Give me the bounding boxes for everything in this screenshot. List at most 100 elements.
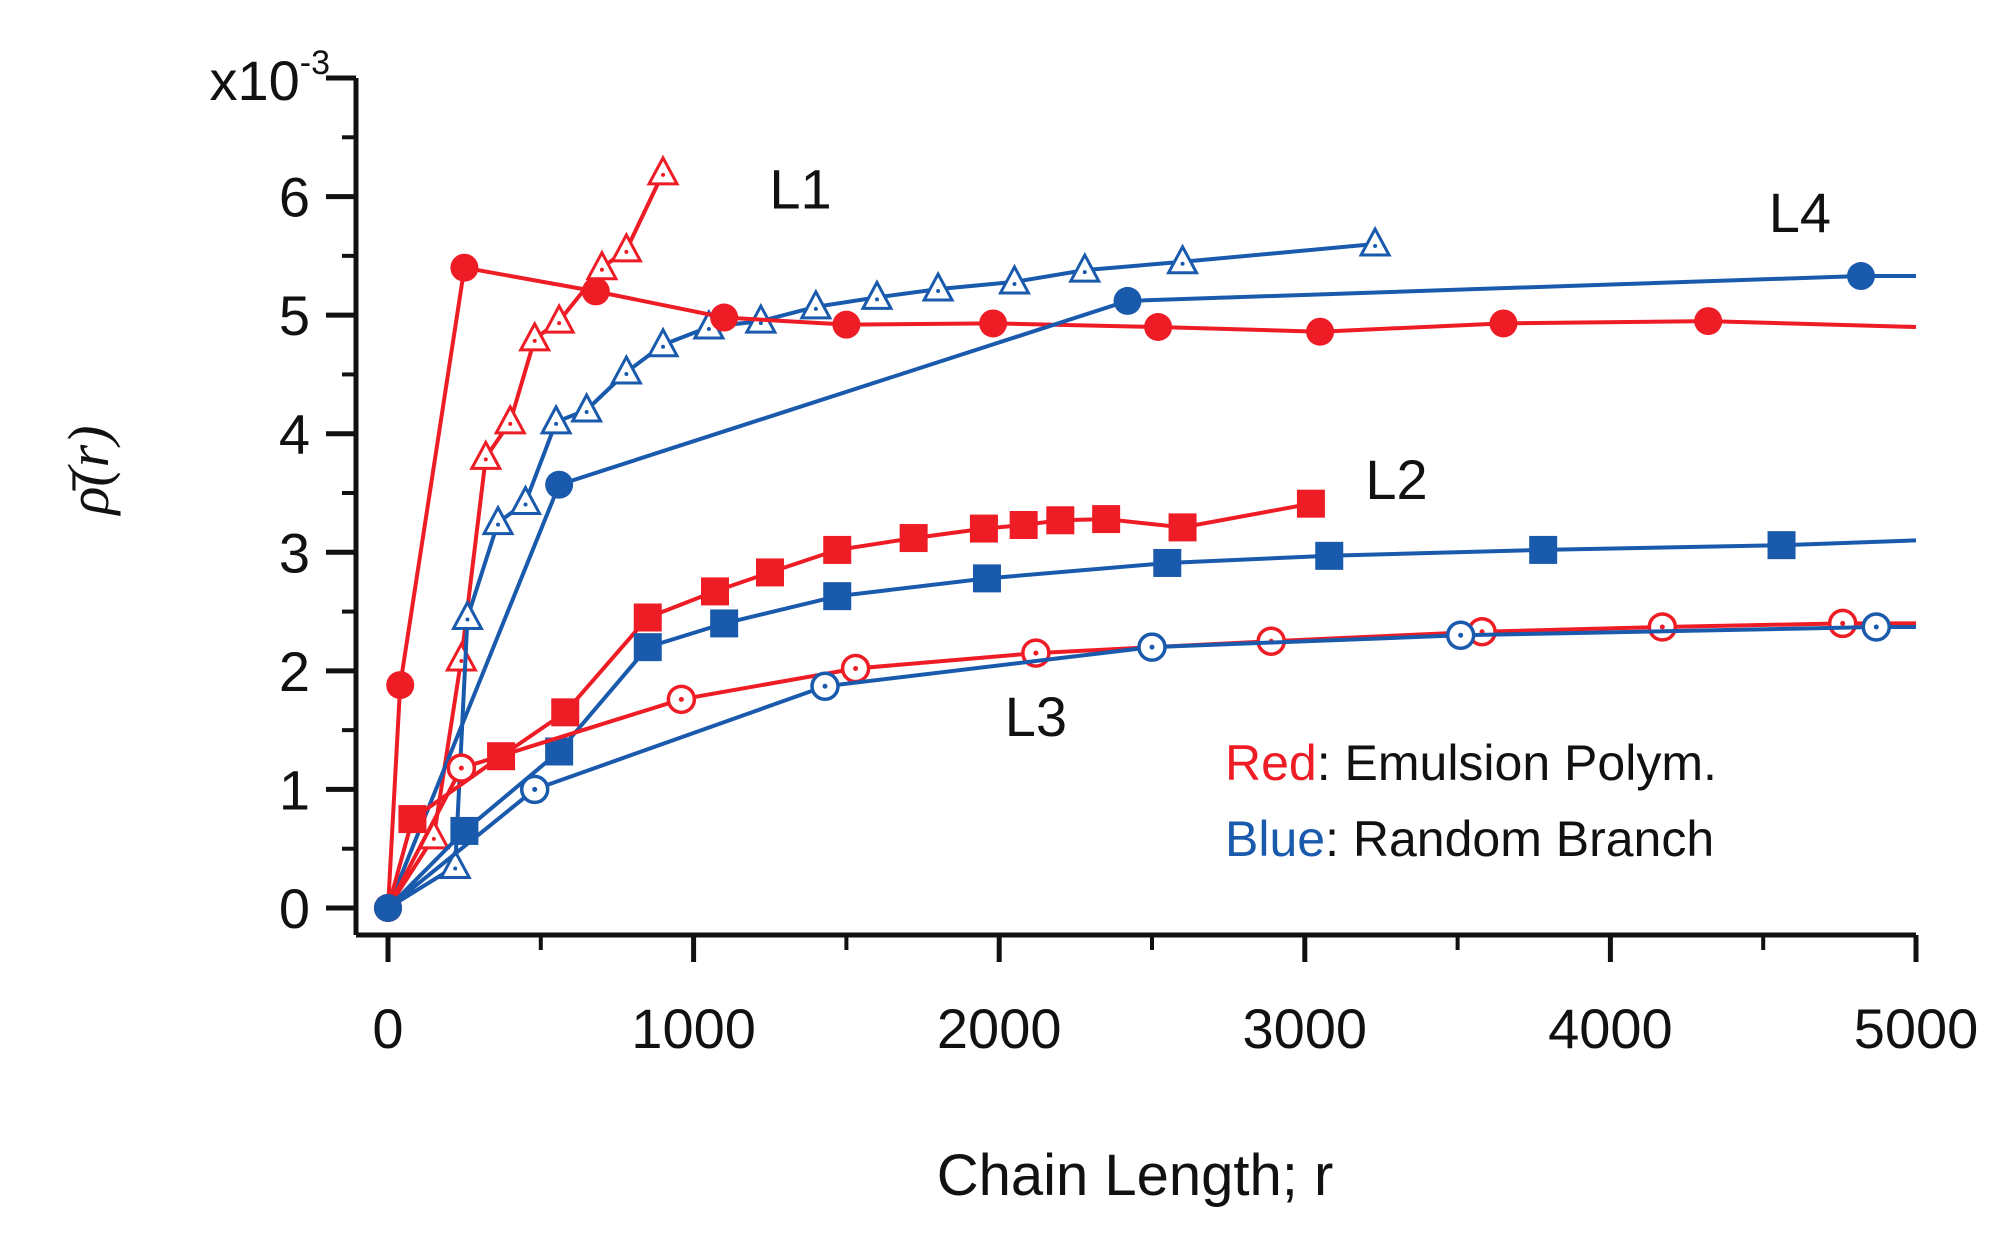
series-layer (374, 154, 1917, 922)
data-point (969, 514, 998, 543)
data-point (438, 848, 472, 879)
data-point-dot (523, 502, 528, 507)
x-axis-label: Chain Length; r (937, 1143, 1334, 1208)
data-point (633, 603, 662, 632)
y-axis-label: ρ̄(r) (56, 425, 121, 516)
data-point (1358, 225, 1392, 257)
data-point (700, 577, 729, 606)
data-point-dot (1149, 644, 1155, 650)
data-point-dot (624, 372, 629, 377)
y-tick-label-3: 3 (279, 521, 310, 584)
data-point (921, 270, 955, 302)
data-point (799, 288, 833, 320)
data-point (1113, 286, 1142, 315)
data-point-dot (822, 683, 828, 689)
data-point-dot (532, 338, 537, 343)
y-tick-label-4: 4 (279, 403, 310, 466)
label-l4: L4 (1769, 181, 1831, 244)
data-point (899, 524, 928, 553)
data-point (979, 309, 1008, 338)
data-point-dot (465, 617, 470, 622)
data-point-dot (459, 659, 464, 663)
x-ticks: 0 1000 2000 3000 4000 5000 (372, 935, 1978, 1060)
data-point-dot (874, 297, 879, 302)
data-point-dot (853, 665, 859, 671)
data-point-dot (624, 249, 629, 254)
y-tick-label-2: 2 (279, 640, 310, 703)
data-point-dot (1180, 261, 1185, 266)
x-tick-label-0: 0 (372, 997, 403, 1060)
data-point-dot (1659, 624, 1665, 630)
data-point (545, 470, 574, 499)
data-point (646, 326, 680, 358)
series-4 (374, 489, 1325, 922)
series-line (386, 242, 1376, 910)
data-point-dot (458, 765, 464, 771)
data-point (539, 403, 573, 435)
data-point (756, 558, 784, 587)
data-point-dot (554, 421, 559, 426)
data-point-dot (1873, 624, 1879, 630)
data-point-dot (706, 327, 711, 331)
series-line (386, 265, 1917, 909)
y-ticks: 0 1 2 3 4 5 6 (279, 75, 356, 940)
data-point (542, 302, 576, 334)
data-point (1046, 506, 1075, 535)
data-point (1694, 307, 1723, 336)
data-point (1529, 535, 1558, 564)
data-point-dot (557, 321, 562, 326)
legend: Red: Emulsion Polym. Blue: Random Branch (1225, 735, 1717, 867)
data-point (823, 582, 852, 611)
y-tick-label-6: 6 (279, 166, 310, 229)
data-point (551, 698, 580, 727)
data-point-dot (936, 289, 941, 294)
data-point (469, 439, 503, 470)
data-point (972, 564, 1001, 593)
y-tick-label-5: 5 (279, 284, 310, 347)
data-point (633, 633, 662, 662)
data-point (1153, 548, 1182, 577)
x-tick-label-2000: 2000 (937, 997, 1062, 1060)
data-point (509, 484, 543, 515)
data-point (518, 320, 552, 352)
data-point-dot (1082, 270, 1087, 275)
label-l3: L3 (1005, 685, 1067, 748)
data-point (1315, 541, 1344, 570)
data-point (710, 303, 739, 332)
data-point (832, 310, 861, 339)
data-point (1092, 505, 1121, 534)
data-point-dot (661, 172, 666, 177)
data-point (823, 535, 852, 564)
data-point (444, 640, 478, 672)
data-point (1846, 262, 1875, 291)
data-point (585, 249, 619, 281)
data-point (450, 599, 484, 630)
data-point-dot (431, 836, 436, 841)
data-point (570, 391, 604, 423)
series-1 (374, 225, 1392, 922)
data-point (450, 253, 479, 282)
legend-text-blue: : Random Branch (1325, 811, 1714, 867)
data-point-dot (1840, 620, 1846, 626)
data-point (609, 231, 643, 263)
y-tick-label-0: 0 (279, 877, 310, 940)
data-point (1296, 489, 1325, 518)
series-line (386, 538, 1917, 910)
data-point (1767, 531, 1796, 560)
y-tick-label-1: 1 (279, 758, 310, 821)
origin-point (374, 894, 402, 922)
x-tick-label-4000: 4000 (1548, 997, 1673, 1060)
data-point-dot (453, 866, 458, 871)
data-point-dot (483, 457, 488, 462)
data-point (997, 263, 1031, 295)
series-5 (374, 531, 1917, 922)
x-tick-label-3000: 3000 (1243, 997, 1368, 1060)
data-point (609, 353, 643, 385)
data-point (1009, 511, 1038, 540)
data-point (1144, 313, 1173, 341)
data-point-dot (508, 421, 513, 426)
legend-key-red: Red (1225, 735, 1317, 791)
data-point-dot (661, 344, 666, 349)
legend-entry-blue: Blue: Random Branch (1225, 811, 1714, 867)
